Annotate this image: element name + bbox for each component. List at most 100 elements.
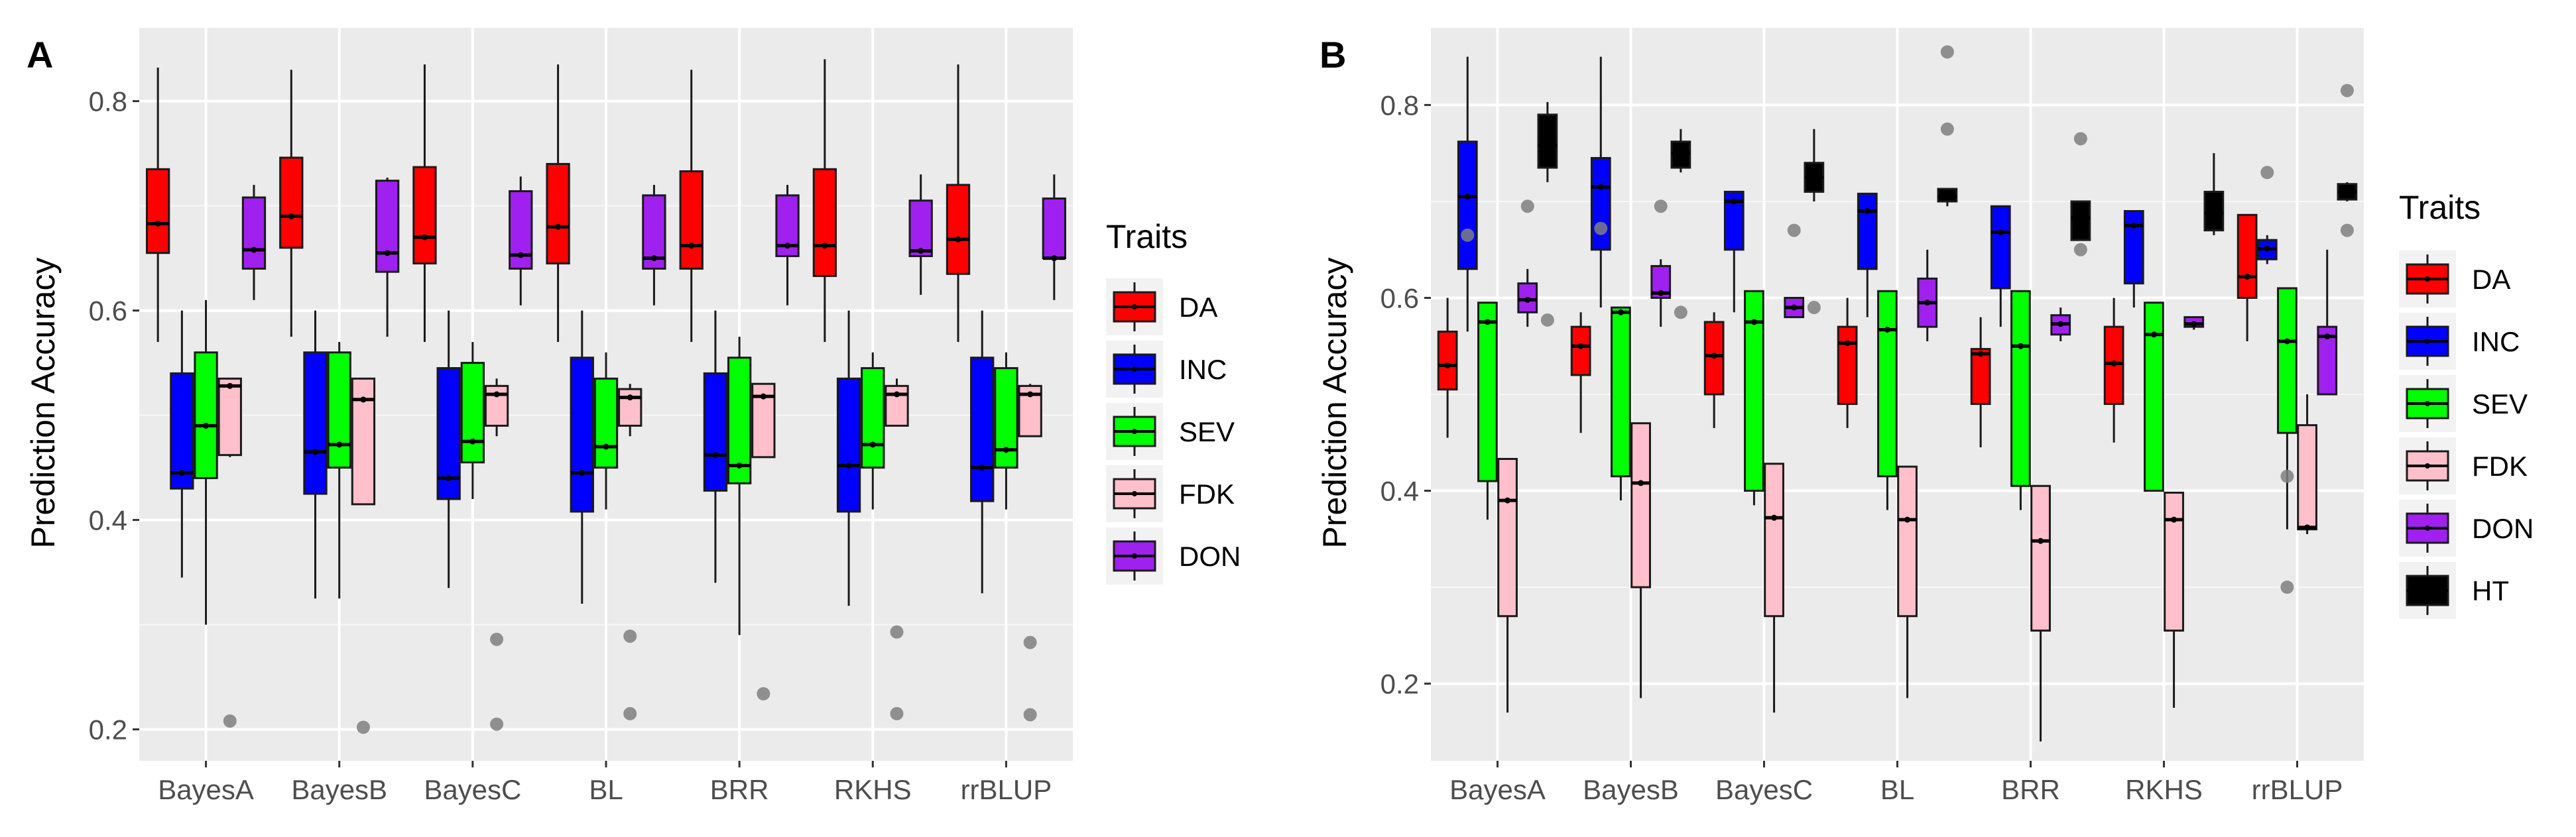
outlier-point (1594, 221, 1608, 235)
box (241, 196, 267, 270)
box (1837, 325, 1858, 406)
panel-b-y-axis-title: Prediction Accuracy (1316, 257, 1353, 548)
legend-label: DA (1179, 292, 1217, 323)
mean-dot (2264, 245, 2270, 252)
legend-item-sev: SEV (1106, 403, 1235, 460)
series-sev (194, 300, 1018, 636)
legend-label: SEV (2472, 388, 2528, 419)
box (2164, 491, 2184, 632)
mean-dot (312, 449, 319, 455)
mean-dot (1544, 142, 1551, 149)
series-ht (1537, 45, 2358, 327)
mean-dot (2171, 516, 2177, 523)
box (2123, 210, 2144, 285)
box (1537, 113, 1558, 169)
mean-dot (822, 243, 828, 249)
mean-dot (1524, 296, 1531, 303)
mean-dot (1464, 194, 1471, 200)
mean-dot (493, 391, 500, 398)
box (679, 170, 704, 270)
mean-dot (736, 462, 743, 469)
legend-item-inc: INC (2399, 313, 2520, 370)
mean-dot (555, 223, 562, 230)
mean-dot (1051, 255, 1058, 262)
box (812, 168, 837, 277)
box (375, 180, 400, 273)
mean-dot (869, 441, 876, 448)
panel-a: A Prediction Accuracy 0.2 0.4 0.6 0.8 BayesA… (25, 28, 1241, 805)
outlier-point (1807, 301, 1821, 315)
outlier-point (1461, 228, 1475, 242)
y-tick-label: 0.4 (89, 505, 127, 536)
box (1497, 458, 1518, 618)
mean-dot (845, 462, 852, 469)
legend-label: DON (2472, 513, 2534, 544)
box (836, 377, 861, 513)
legend-key-dot (2425, 588, 2430, 593)
outlier-point (1540, 313, 1554, 327)
legend-item-sev: SEV (2399, 375, 2528, 432)
outlier-point (757, 687, 770, 700)
outlier-point (490, 717, 504, 731)
box (946, 184, 971, 275)
box (546, 162, 570, 264)
legend-key-dot (2425, 276, 2430, 282)
mean-dot (336, 441, 343, 448)
box (1457, 140, 1478, 270)
outlier-point (2340, 84, 2354, 97)
box (2203, 190, 2225, 232)
y-tick-label: 0.6 (1380, 282, 1419, 313)
series-fdk (1497, 394, 2317, 742)
mean-dot (1811, 174, 1817, 181)
box (703, 372, 728, 492)
box (2277, 287, 2298, 434)
panel-a-legend: Traits DA INC SEV FDK DON (1106, 218, 1241, 585)
y-tick-label: 0.2 (89, 714, 127, 746)
outlier-point (623, 706, 637, 720)
x-tick-label: BayesB (1583, 774, 1679, 805)
mean-dot (1484, 319, 1491, 325)
legend-item-fdk: FDK (1106, 465, 1235, 522)
legend-item-don: DON (1106, 528, 1241, 585)
x-tick-label: BRR (2001, 774, 2060, 805)
x-tick-label: BayesA (158, 774, 254, 805)
mean-dot (2130, 222, 2137, 229)
mean-dot (1027, 391, 1034, 398)
x-tick-label: BayesC (1715, 774, 1813, 805)
box (303, 351, 328, 495)
box (1042, 197, 1066, 260)
outlier-point (2280, 469, 2294, 483)
mean-dot (227, 382, 233, 389)
box (1437, 330, 1458, 391)
mean-dot (446, 474, 452, 481)
panel-b: B Prediction Accuracy 0.2 0.4 0.6 0.8 BayesA… (1316, 28, 2534, 805)
box (1590, 156, 1611, 251)
outlier-point (1654, 199, 1668, 213)
outlier-point (2260, 166, 2274, 180)
outlier-point (1940, 45, 1954, 59)
mean-dot (1577, 343, 1584, 349)
box (1897, 465, 1918, 618)
legend-key-dot (1132, 366, 1137, 372)
mean-dot (1904, 516, 1911, 523)
mean-dot (2077, 215, 2084, 221)
mean-dot (288, 213, 294, 219)
box (327, 351, 351, 469)
mean-dot (1731, 198, 1737, 205)
mean-dot (650, 255, 657, 262)
panel-b-label: B (1319, 34, 1346, 76)
box (1857, 192, 1878, 270)
box (217, 377, 242, 457)
legend-key-dot (1132, 553, 1137, 559)
mean-dot (1678, 150, 1684, 156)
mean-dot (688, 243, 695, 249)
legend-key-dot (1132, 304, 1137, 309)
x-tick-label: BRR (710, 774, 769, 805)
box (593, 377, 619, 469)
legend-label: INC (1179, 354, 1227, 385)
box (1970, 348, 1991, 406)
legend-label: SEV (1179, 416, 1235, 447)
box (1630, 422, 1651, 588)
x-tick-label: BayesA (1449, 774, 1546, 805)
